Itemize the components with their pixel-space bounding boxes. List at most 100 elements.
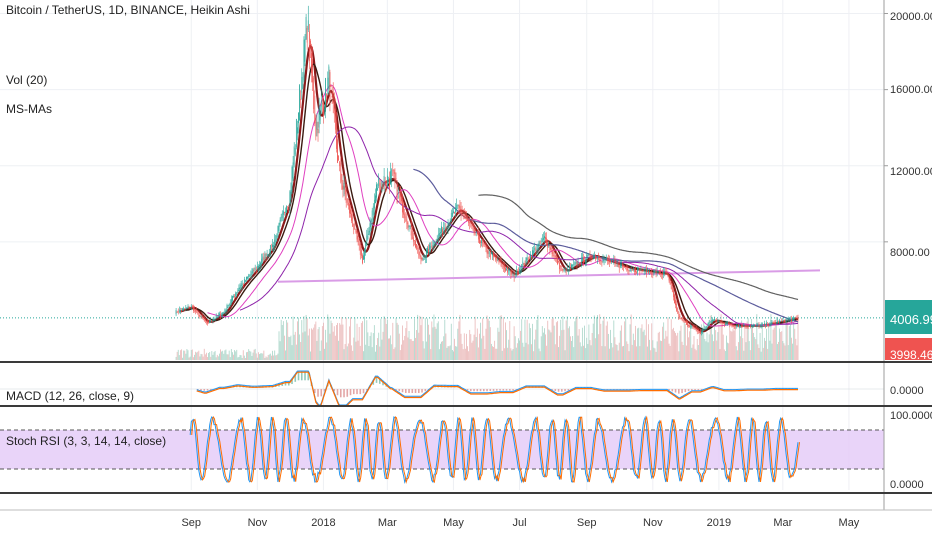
volume-bar bbox=[212, 355, 213, 360]
candle-body bbox=[759, 325, 760, 327]
candle-body bbox=[452, 213, 453, 217]
candle-body bbox=[176, 310, 177, 314]
candle-body bbox=[280, 220, 281, 225]
legend-symbol[interactable]: Bitcoin / TetherUS, 1D, BINANCE, Heikin … bbox=[6, 3, 250, 17]
last-price-tag[interactable]: 4006.99 bbox=[885, 300, 932, 334]
candle-body bbox=[430, 246, 431, 248]
candle-body bbox=[669, 275, 670, 280]
legend-moving-averages[interactable]: MS-MAs bbox=[6, 102, 52, 116]
candle-body bbox=[207, 322, 208, 324]
volume-bar bbox=[578, 336, 579, 360]
legend-volume[interactable]: Vol (20) bbox=[6, 73, 47, 87]
volume-bar bbox=[517, 343, 518, 360]
volume-bar bbox=[240, 355, 241, 360]
legend-macd[interactable]: MACD (12, 26, close, 9) bbox=[6, 389, 134, 403]
candle-body bbox=[450, 221, 451, 223]
volume-bar bbox=[367, 332, 368, 360]
candle-body bbox=[423, 258, 424, 259]
volume-bar bbox=[347, 346, 348, 360]
volume-bar bbox=[319, 327, 320, 360]
candle-body bbox=[714, 319, 715, 320]
volume-bar bbox=[272, 351, 273, 360]
candle-body bbox=[571, 265, 572, 268]
volume-bar bbox=[523, 347, 524, 360]
candle-body bbox=[561, 268, 562, 271]
volume-bar bbox=[474, 335, 475, 360]
volume-bar bbox=[625, 317, 626, 360]
candle-body bbox=[209, 320, 210, 323]
candle-body bbox=[354, 228, 355, 229]
volume-bar bbox=[462, 344, 463, 360]
candle-body bbox=[558, 261, 559, 262]
volume-bar bbox=[527, 320, 528, 360]
volume-bar bbox=[387, 320, 388, 360]
candle-body bbox=[380, 186, 381, 187]
candle-body bbox=[360, 244, 361, 255]
candle-body bbox=[469, 222, 470, 224]
volume-bar bbox=[698, 345, 699, 360]
low-price-tag[interactable]: 3998.46 bbox=[885, 338, 932, 362]
volume-bar bbox=[495, 349, 496, 360]
candle-body bbox=[599, 259, 600, 262]
candle-body bbox=[484, 244, 485, 245]
volume-bar bbox=[354, 317, 355, 360]
candle-body bbox=[388, 181, 389, 182]
candle-body bbox=[747, 326, 748, 327]
candle-body bbox=[336, 122, 337, 149]
volume-bar bbox=[569, 326, 570, 360]
volume-bar bbox=[484, 349, 485, 360]
candle-body bbox=[687, 323, 688, 325]
candle-body bbox=[681, 318, 682, 319]
volume-bar bbox=[229, 351, 230, 360]
volume-bar bbox=[755, 339, 756, 360]
volume-bar bbox=[697, 339, 698, 360]
candle-body bbox=[608, 260, 609, 261]
volume-bar bbox=[543, 333, 544, 360]
volume-bar bbox=[337, 323, 338, 360]
volume-bar bbox=[583, 346, 584, 360]
volume-bar bbox=[268, 355, 269, 360]
candle-body bbox=[398, 190, 399, 191]
candle-body bbox=[554, 255, 555, 256]
candle-body bbox=[619, 265, 620, 268]
volume-bar bbox=[749, 341, 750, 360]
candle-body bbox=[462, 212, 463, 215]
volume-bar bbox=[184, 351, 185, 360]
volume-bar bbox=[702, 331, 703, 360]
candle-body bbox=[515, 275, 516, 276]
candle-body bbox=[287, 209, 288, 210]
candle-body bbox=[183, 308, 184, 309]
volume-bar bbox=[645, 335, 646, 360]
macd-histogram-bar bbox=[555, 389, 557, 391]
candle-body bbox=[735, 327, 736, 328]
volume-bar bbox=[302, 332, 303, 360]
candle-body bbox=[432, 245, 433, 247]
candle-body bbox=[448, 222, 449, 228]
candle-body bbox=[453, 211, 454, 213]
candle-body bbox=[332, 96, 333, 97]
volume-bar bbox=[189, 358, 190, 360]
candle-body bbox=[494, 256, 495, 258]
volume-bar bbox=[705, 341, 706, 360]
candle-body bbox=[550, 246, 551, 250]
candle-body bbox=[651, 271, 652, 274]
candle-body bbox=[292, 167, 293, 191]
candle-body bbox=[241, 285, 242, 288]
candle-body bbox=[792, 318, 793, 320]
candle-body bbox=[259, 265, 260, 266]
legend-stoch-rsi[interactable]: Stoch RSI (3, 3, 14, 14, close) bbox=[6, 434, 166, 448]
candle-body bbox=[477, 233, 478, 234]
candle-body bbox=[281, 217, 282, 222]
candle-body bbox=[710, 322, 711, 323]
candle-body bbox=[373, 206, 374, 215]
volume-bar bbox=[418, 333, 419, 360]
candle-body bbox=[612, 260, 613, 261]
volume-bar bbox=[556, 322, 557, 360]
volume-bar bbox=[233, 355, 234, 360]
candle-body bbox=[776, 322, 777, 323]
volume-bar bbox=[753, 333, 754, 360]
volume-bar bbox=[634, 340, 635, 360]
candle-body bbox=[682, 318, 683, 319]
